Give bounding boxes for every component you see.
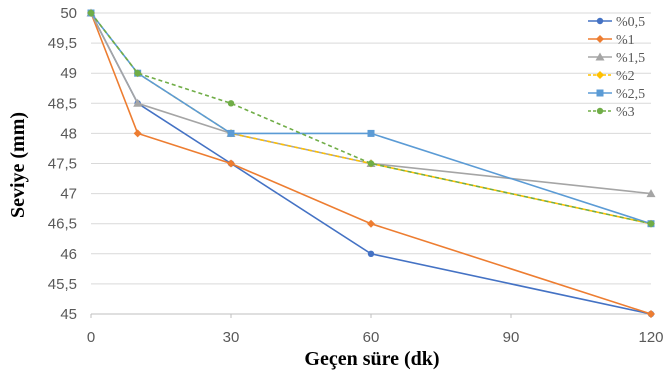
y-tick-label: 48 <box>60 125 77 142</box>
legend-entry: %2 <box>588 69 635 84</box>
legend: %0,5 %1 %1,5 %2 %2,5 %3 <box>588 15 645 120</box>
legend-label: %1,5 <box>616 51 645 66</box>
series-line <box>90 12 652 225</box>
data-point <box>367 129 375 137</box>
legend-marker <box>596 17 604 25</box>
legend-label: %3 <box>616 105 635 120</box>
series-6 <box>87 9 655 227</box>
x-tick-label: 0 <box>87 329 95 346</box>
data-point <box>646 189 656 198</box>
data-point <box>227 129 235 137</box>
legend-marker <box>596 35 604 43</box>
x-tick-label: 90 <box>503 329 520 346</box>
y-tick-label: 48,5 <box>48 95 77 112</box>
data-point <box>367 219 375 228</box>
x-axis-title: Geçen süre (dk) <box>304 348 439 370</box>
y-tick-label: 49 <box>60 65 77 82</box>
data-point <box>367 250 375 257</box>
y-tick-label: 45 <box>60 306 77 323</box>
legend-entry: %1 <box>588 33 635 48</box>
y-tick-label: 49,5 <box>48 35 77 52</box>
legend-label: %0,5 <box>616 15 645 30</box>
y-axis-title: Seviye (mm) <box>7 112 29 218</box>
legend-marker <box>596 89 604 97</box>
legend-marker <box>595 52 605 61</box>
series-4 <box>87 9 655 228</box>
data-point <box>133 98 143 107</box>
data-point <box>367 160 375 167</box>
series-line <box>90 12 652 225</box>
data-point <box>647 220 655 227</box>
x-tick-label: 30 <box>223 329 240 346</box>
series-5 <box>87 9 655 228</box>
data-point <box>647 310 655 318</box>
legend-marker <box>596 107 604 115</box>
data-point <box>227 100 235 107</box>
y-tick-label: 50 <box>60 5 77 22</box>
data-point <box>87 9 95 17</box>
legend-entry: %0,5 <box>588 15 645 30</box>
series-lines <box>86 8 656 318</box>
legend-entry: %1,5 <box>588 51 645 66</box>
legend-marker <box>596 71 604 79</box>
legend-label: %2 <box>616 69 635 84</box>
y-tick-label: 46,5 <box>48 216 77 233</box>
x-tick-label: 120 <box>638 329 663 346</box>
data-point <box>227 159 235 168</box>
y-tick-label: 45,5 <box>48 276 77 293</box>
legend-label: %2,5 <box>616 87 645 102</box>
legend-label: %1 <box>616 33 635 48</box>
data-point <box>134 70 141 77</box>
series-line <box>90 12 652 225</box>
y-tick-label: 47,5 <box>48 156 77 173</box>
legend-entry: %3 <box>588 105 635 120</box>
x-tick-label: 60 <box>363 329 380 346</box>
data-point <box>133 129 142 138</box>
y-tick-label: 47 <box>60 186 77 203</box>
axes: 45 45,5 46 46,5 47 47,5 48 48,5 49 49,5 50 0 30 60 90 1… <box>48 5 664 346</box>
legend-entry: %2,5 <box>588 87 645 102</box>
y-tick-label: 46 <box>60 246 77 263</box>
